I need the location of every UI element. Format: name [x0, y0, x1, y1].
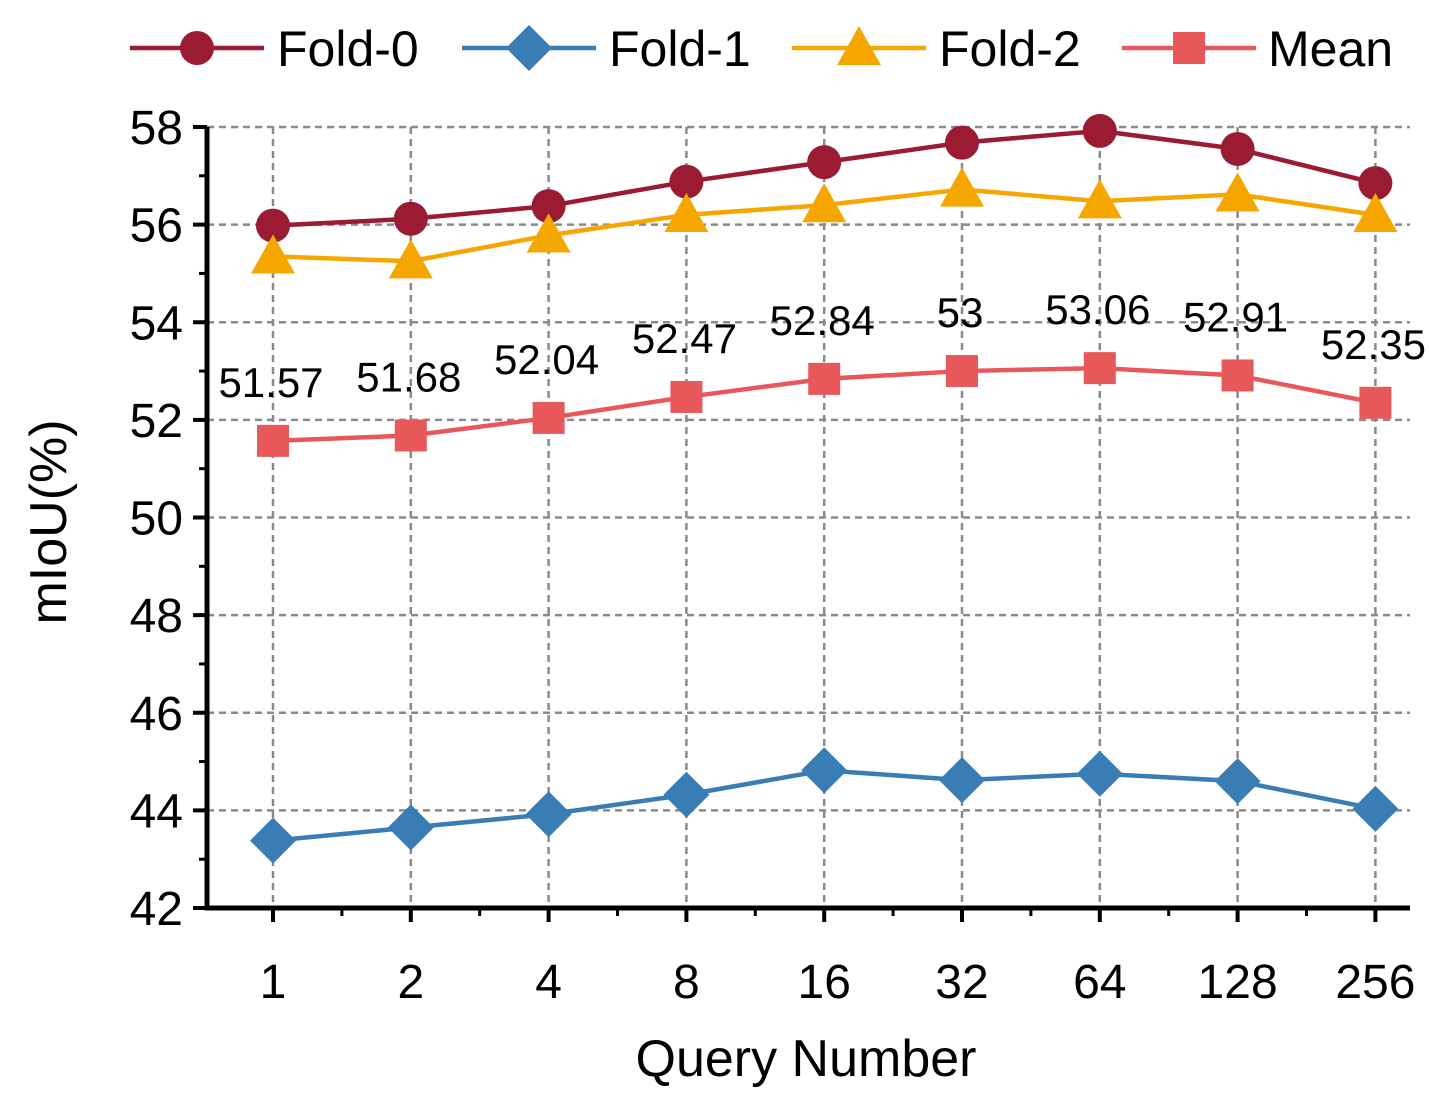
legend-marker-fold-2	[837, 26, 881, 66]
series-group	[250, 113, 1399, 864]
point-fold-2	[1215, 172, 1260, 212]
y-axis-title: mIoU(%)	[20, 419, 78, 624]
data-label-mean: 53.06	[1045, 286, 1150, 333]
point-fold-2	[526, 213, 571, 253]
point-fold-1	[801, 747, 848, 794]
legend-label-fold-2: Fold-2	[939, 21, 1081, 77]
x-tick-label: 8	[673, 956, 700, 1009]
legend-label-fold-0: Fold-0	[277, 21, 419, 77]
data-label-mean: 52.04	[494, 336, 599, 383]
legend-marker-fold-1	[506, 25, 552, 71]
x-tick-label: 1	[260, 956, 287, 1009]
point-fold-2	[664, 192, 709, 233]
x-tick-label: 16	[798, 956, 851, 1009]
point-fold-2	[251, 234, 295, 274]
data-label-mean: 52.35	[1321, 321, 1426, 368]
point-fold-2	[1077, 179, 1122, 219]
point-mean	[394, 419, 427, 452]
data-labels: 51.57 51.68 52.04 52.47 52.84 53 53.06 52.91 52.…	[218, 286, 1426, 406]
point-mean	[946, 355, 978, 388]
point-mean	[670, 380, 703, 413]
point-fold-1	[250, 817, 296, 864]
point-fold-1	[387, 804, 434, 851]
point-fold-1	[525, 791, 572, 838]
point-fold-0	[1220, 131, 1255, 166]
point-fold-0	[256, 208, 290, 243]
y-tick-label: 54	[130, 297, 183, 350]
point-mean	[257, 424, 289, 457]
legend-label-fold-1: Fold-1	[609, 21, 751, 77]
y-tick-label: 42	[130, 883, 183, 936]
x-axis-title: Query Number	[636, 1030, 977, 1088]
point-fold-0	[1082, 113, 1117, 148]
y-tick-label: 46	[130, 688, 183, 741]
point-fold-0	[393, 201, 428, 236]
data-label-mean: 52.91	[1183, 293, 1288, 340]
point-fold-1	[1214, 758, 1261, 805]
point-fold-2	[388, 239, 433, 279]
data-label-mean: 53	[937, 289, 984, 336]
point-fold-2	[1353, 192, 1398, 233]
y-tick-label: 44	[130, 785, 183, 838]
legend: Fold-0 Fold-1 Fold-2 Mean	[130, 21, 1393, 77]
data-label-mean: 51.57	[218, 359, 323, 406]
point-fold-1	[1352, 785, 1399, 832]
x-tick-label: 256	[1335, 956, 1415, 1009]
data-label-mean: 52.47	[632, 315, 737, 362]
point-fold-2	[802, 183, 847, 223]
point-fold-1	[1076, 750, 1123, 797]
x-tick-label: 32	[935, 956, 988, 1009]
y-tick-label: 56	[130, 200, 183, 253]
x-tick-label: 4	[535, 956, 562, 1009]
x-tick-label: 128	[1198, 956, 1278, 1009]
point-mean	[1083, 352, 1116, 385]
y-tick-label: 52	[130, 395, 183, 448]
y-tick-label: 48	[130, 590, 183, 643]
point-fold-0	[669, 164, 704, 199]
legend-marker-fold-0	[180, 31, 214, 65]
point-fold-0	[1358, 166, 1393, 201]
y-tick-label: 58	[130, 102, 183, 155]
legend-label-mean: Mean	[1268, 21, 1393, 77]
point-mean	[1359, 386, 1392, 419]
legend-marker-mean	[1173, 32, 1205, 64]
x-tick-label: 2	[397, 956, 424, 1009]
point-mean	[808, 362, 841, 395]
point-mean	[532, 401, 565, 434]
point-fold-1	[939, 757, 985, 804]
point-mean	[1221, 359, 1254, 392]
data-label-mean: 52.84	[770, 297, 875, 344]
point-fold-2	[940, 167, 984, 207]
point-fold-0	[531, 189, 566, 224]
point-fold-0	[807, 145, 842, 180]
data-label-mean: 51.68	[356, 353, 461, 400]
x-tick-label: 64	[1073, 956, 1126, 1009]
point-fold-1	[663, 771, 710, 818]
point-fold-0	[945, 125, 979, 160]
y-tick-label: 50	[130, 493, 183, 546]
